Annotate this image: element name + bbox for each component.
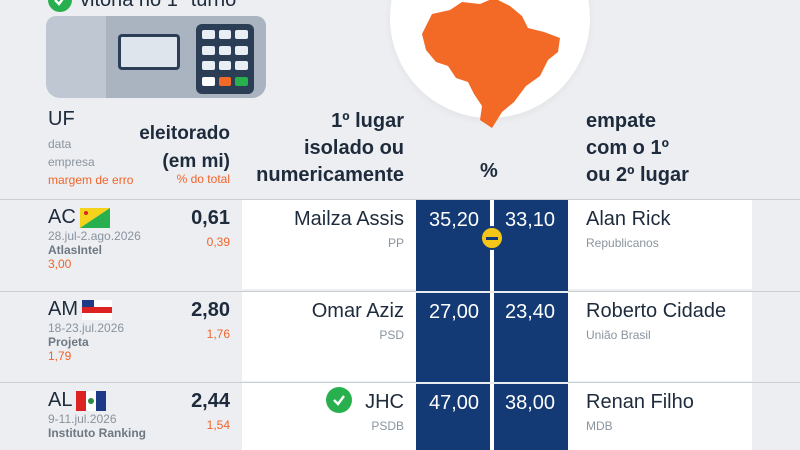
row-margin: 1,79: [48, 349, 72, 363]
row-second-party: MDB: [586, 419, 613, 433]
row-second-party: Republicanos: [586, 236, 659, 250]
amazonas-flag-icon: [82, 299, 112, 320]
row-date: 18-23.jul.2026: [48, 321, 125, 335]
row-second-pct: 38,00: [504, 392, 556, 414]
row-electorate: 2,44: [191, 390, 230, 412]
row-second-candidate: Alan Rick: [586, 208, 671, 230]
row-uf: AL: [48, 389, 73, 411]
row-company: AtlasIntel: [48, 243, 103, 257]
row-first-party: PSD: [379, 328, 404, 342]
row-second-candidate: Roberto Cidade: [586, 300, 727, 322]
row-bg: [568, 383, 752, 450]
row-first-party: PSDB: [371, 419, 404, 433]
divider: [0, 199, 800, 200]
row-first-pct: 35,20: [428, 209, 480, 231]
row-pct-total: 1,54: [206, 418, 230, 432]
row-date: 28.jul-2.ago.2026: [48, 229, 141, 243]
voting-machine-icon: [46, 16, 266, 98]
row-second-candidate: Renan Filho: [586, 391, 694, 413]
header-pct-total: % do total: [176, 172, 230, 186]
row-uf: AC: [48, 206, 76, 228]
divider: [0, 382, 800, 383]
tie-icon: [480, 226, 504, 250]
row-first-pct: 27,00: [428, 301, 480, 323]
row-electorate: 0,61: [191, 207, 230, 229]
row-uf: AM: [48, 298, 78, 320]
legend-text: vitória no 1º turno: [80, 0, 236, 12]
header-tie: empate com o 1º ou 2º lugar: [586, 110, 689, 186]
divider: [416, 291, 568, 293]
row-first-pct: 47,00: [428, 392, 480, 414]
row-margin: 3,00: [48, 257, 72, 271]
header-margin: margem de erro: [48, 173, 134, 187]
row-electorate: 2,80: [191, 299, 230, 321]
row-pct-total: 1,76: [206, 327, 230, 341]
row-company: Instituto Ranking: [48, 426, 146, 440]
row-bg: [568, 200, 752, 289]
alagoas-flag-icon: [76, 390, 107, 411]
header-uf: UF: [48, 108, 75, 130]
header-company: empresa: [48, 155, 95, 169]
divider: [0, 291, 800, 292]
table-row: AC 28.jul-2.ago.2026 AtlasIntel 3,00: [48, 206, 141, 271]
row-first-candidate: JHC: [365, 391, 404, 413]
row-pct-total: 0,39: [206, 235, 230, 249]
row-first-candidate: Omar Aziz: [311, 300, 404, 322]
row-date: 9-11.jul.2026: [48, 412, 117, 426]
table-row: AM 18-23.jul.2026 Projeta 1,79: [48, 298, 124, 363]
row-second-party: União Brasil: [586, 328, 651, 342]
row-second-pct: 33,10: [504, 209, 556, 231]
check-circle-icon: [326, 387, 352, 413]
header-electorate: eleitorado (em mi): [139, 123, 230, 172]
check-circle-icon: [48, 0, 72, 12]
brazil-map-icon: [422, 0, 560, 128]
header-first-place: 1º lugar isolado ou numericamente: [256, 110, 404, 186]
acre-flag-icon: [79, 207, 110, 228]
divider: [416, 382, 568, 384]
percent-bar-divider: [490, 200, 494, 450]
header-percent: %: [480, 160, 498, 182]
row-company: Projeta: [48, 335, 89, 349]
legend-win-first-round: vitória no 1º turno: [48, 0, 236, 12]
header-date: data: [48, 137, 72, 151]
table-row: AL 9-11.jul.2026 Instituto Ranking: [48, 389, 146, 440]
row-bg: [242, 200, 416, 289]
row-second-pct: 23,40: [504, 301, 556, 323]
row-bg: [568, 292, 752, 381]
row-first-candidate: Mailza Assis: [293, 208, 404, 230]
row-bg: [242, 292, 416, 381]
row-first-party: PP: [387, 236, 404, 250]
